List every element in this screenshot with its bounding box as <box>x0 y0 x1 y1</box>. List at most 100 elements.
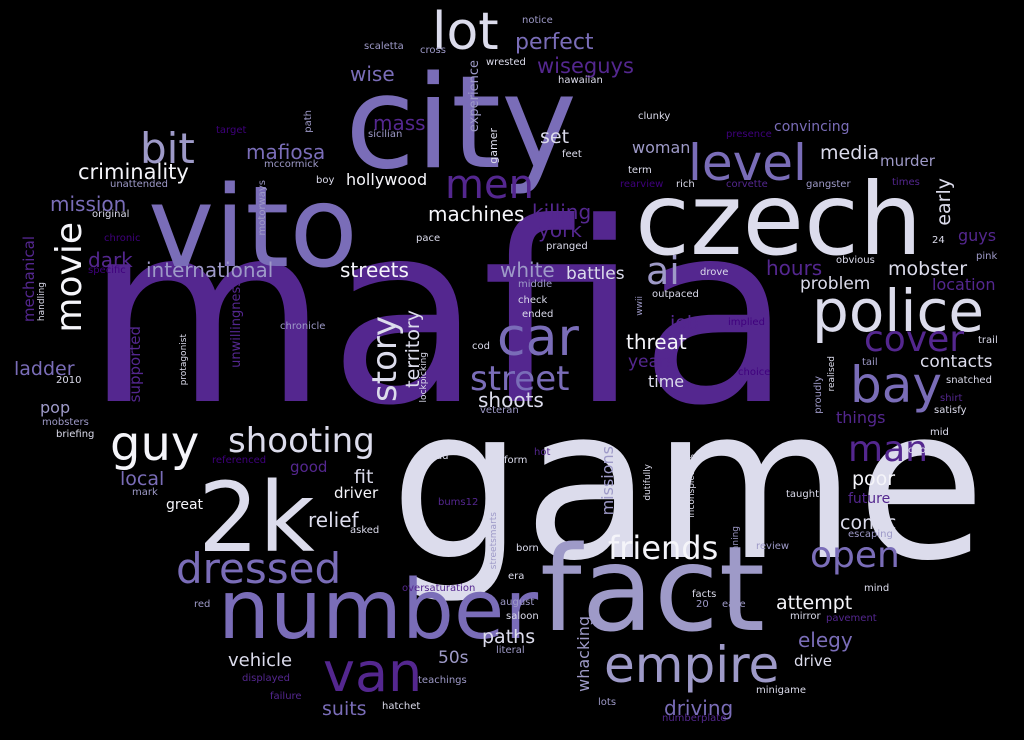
word: middle <box>518 279 553 290</box>
word: bit <box>140 124 195 173</box>
word: gamer <box>487 128 500 164</box>
word: review <box>756 541 790 552</box>
word: car <box>497 308 579 368</box>
word: wwii <box>635 296 645 316</box>
word: sicilian <box>368 129 403 140</box>
word: hours <box>766 256 823 280</box>
word: city <box>345 49 577 198</box>
word: good <box>290 458 328 476</box>
word: clunky <box>638 111 671 122</box>
word: machines <box>428 202 525 226</box>
word: street <box>470 359 570 399</box>
word: fact <box>540 520 765 658</box>
word: motorways <box>257 180 268 236</box>
word: target <box>216 125 247 136</box>
word: time <box>648 372 685 391</box>
word: guys <box>958 226 997 245</box>
word: men <box>445 162 534 208</box>
word: feet <box>562 149 582 160</box>
word: satisfy <box>934 405 967 416</box>
word: 24 <box>932 235 945 246</box>
word: attempt <box>776 592 853 614</box>
word: comic <box>840 512 897 534</box>
word: 20 <box>696 599 709 610</box>
word: drive <box>794 652 832 670</box>
word: movie <box>49 222 90 333</box>
word: experience <box>467 60 482 133</box>
word: bay <box>850 356 942 414</box>
word: times <box>892 177 920 188</box>
word: mafia <box>85 169 793 460</box>
word: snatched <box>946 375 992 386</box>
word: choice <box>738 367 771 378</box>
word: dressed <box>176 544 342 593</box>
word: location <box>932 275 996 294</box>
word: referenced <box>212 455 267 466</box>
word: mission <box>50 192 127 216</box>
word: poor <box>852 468 896 490</box>
word: contacts <box>920 352 993 372</box>
word: hawaiian <box>558 75 603 86</box>
word: escaping <box>848 529 893 540</box>
word: tail <box>862 357 878 368</box>
word: 2010 <box>56 375 82 386</box>
word: veteran <box>480 405 519 416</box>
word: mechanical <box>20 236 38 323</box>
word: notice <box>522 15 553 26</box>
word: threat <box>626 330 687 354</box>
word: oversaturation <box>402 583 476 594</box>
word: mobsters <box>42 417 89 428</box>
word: convincing <box>774 119 850 135</box>
word: future <box>848 491 891 507</box>
word: paths <box>482 626 536 648</box>
word: ease <box>722 599 746 610</box>
word: great <box>166 497 204 513</box>
word: cover <box>864 319 965 360</box>
word: wrested <box>486 57 526 68</box>
word: mirror <box>790 611 821 622</box>
word: suits <box>322 698 367 720</box>
word: empire <box>604 636 780 694</box>
word: missions <box>598 446 617 516</box>
word: original <box>92 209 130 220</box>
word: local <box>120 468 165 490</box>
word: murder <box>880 152 935 170</box>
word: cod <box>472 341 490 352</box>
word: woman <box>632 138 691 157</box>
word: scaletta <box>364 41 404 52</box>
word: streets <box>340 258 409 282</box>
word: streetsmarts <box>489 512 499 570</box>
word: pop <box>40 398 71 417</box>
word: 50s <box>438 648 469 668</box>
word: man <box>848 429 928 470</box>
word: august <box>500 597 535 608</box>
word: whacking <box>574 616 593 692</box>
word: police <box>812 277 985 345</box>
word: level <box>688 134 807 192</box>
word: friends <box>608 529 719 567</box>
word: handling <box>37 282 47 322</box>
word: teachings <box>418 675 467 686</box>
word: hatchet <box>382 701 421 712</box>
word: failure <box>270 691 302 702</box>
word: pace <box>416 233 441 244</box>
word: mid <box>930 427 949 438</box>
word: pavement <box>826 613 877 624</box>
word: rich <box>676 179 695 190</box>
word: dark <box>88 248 133 272</box>
word: early <box>933 178 955 226</box>
word: inconspicuous <box>687 454 697 518</box>
word: mobster <box>888 258 968 280</box>
word: literal <box>496 645 525 656</box>
word: shooting <box>228 421 375 461</box>
word: mafiosa <box>246 140 326 164</box>
word: taught <box>786 489 819 500</box>
word: ai <box>646 249 680 293</box>
word: york <box>538 218 582 242</box>
word: red <box>194 599 211 610</box>
word: displayed <box>242 673 291 684</box>
word: number <box>218 563 539 658</box>
word: pink <box>976 251 998 262</box>
word: mind <box>864 583 890 594</box>
